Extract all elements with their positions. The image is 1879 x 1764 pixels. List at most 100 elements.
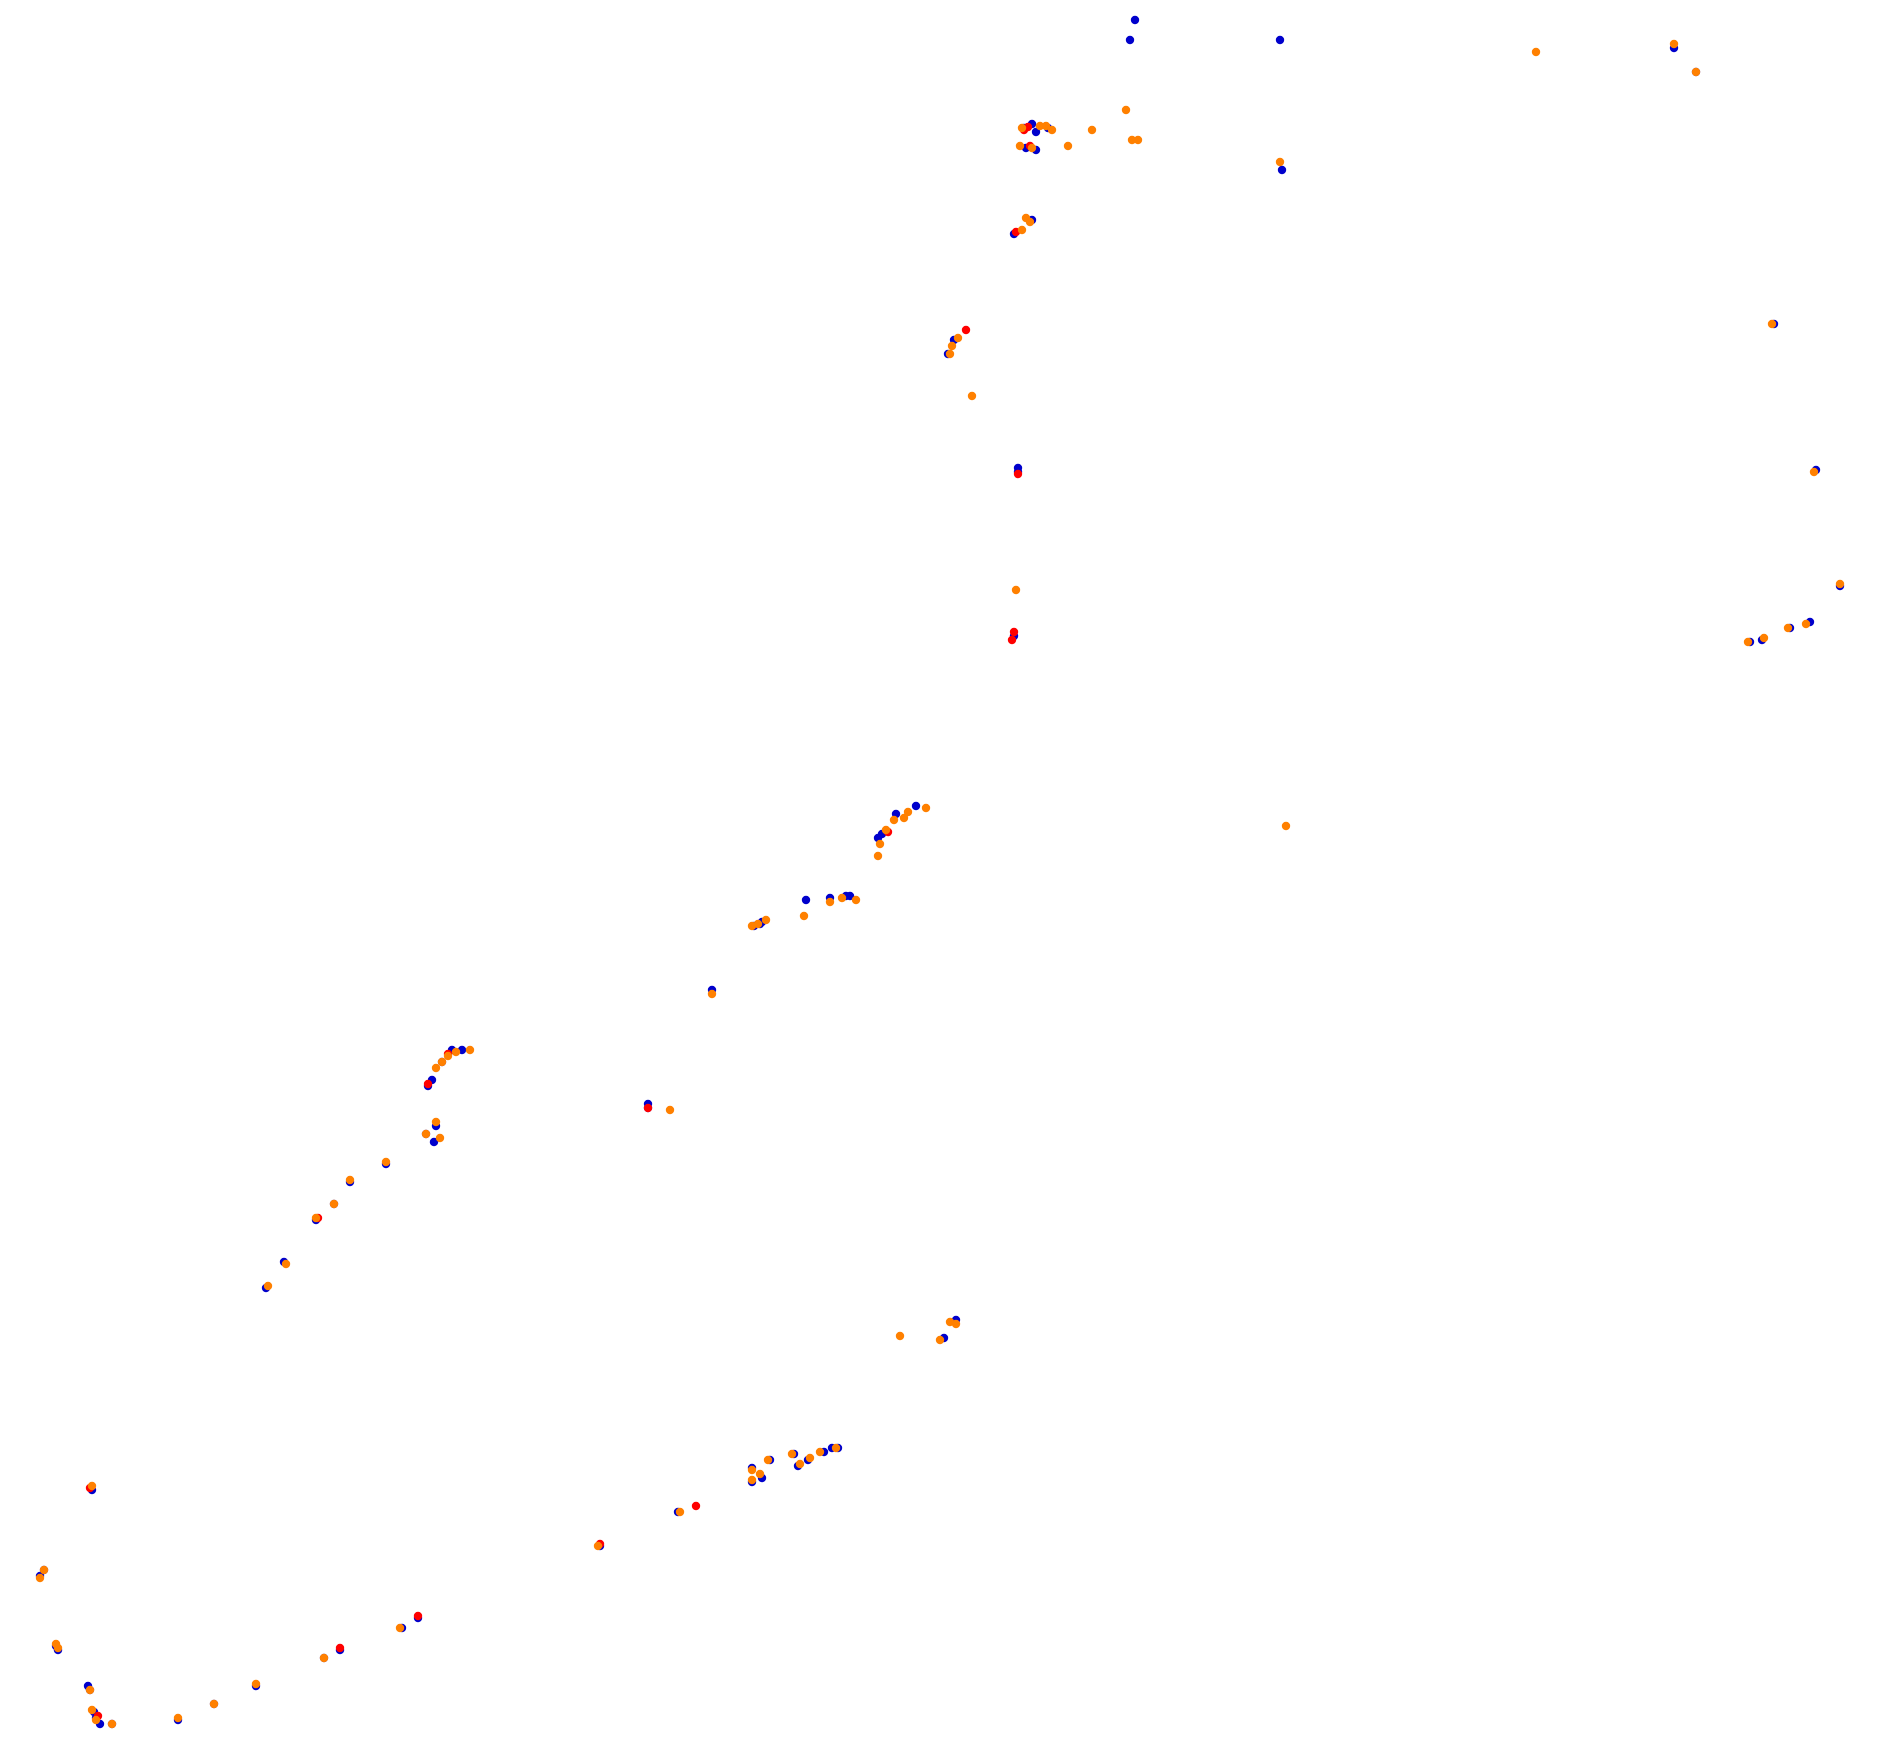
data-point (336, 1644, 344, 1652)
data-point (1018, 124, 1026, 132)
data-point (436, 1134, 444, 1142)
data-point (252, 1680, 260, 1688)
data-point (282, 1260, 290, 1268)
data-point (882, 826, 890, 834)
data-point (1064, 142, 1072, 150)
data-point (754, 920, 762, 928)
data-point (890, 816, 898, 824)
data-point (838, 894, 846, 902)
data-point (1010, 628, 1018, 636)
data-point (802, 896, 810, 904)
data-point (432, 1064, 440, 1072)
data-point (320, 1654, 328, 1662)
data-point (438, 1058, 446, 1066)
data-point (40, 1566, 48, 1574)
data-point (788, 1450, 796, 1458)
series-0 (36, 16, 1844, 1728)
data-point (1768, 320, 1776, 328)
data-point (832, 1444, 840, 1452)
series-layer (36, 16, 1844, 1728)
data-point (1026, 218, 1034, 226)
data-point (86, 1686, 94, 1694)
data-point (1810, 468, 1818, 476)
data-point (762, 916, 770, 924)
data-point (54, 1644, 62, 1652)
data-point (708, 990, 716, 998)
data-point (444, 1052, 452, 1060)
data-point (1282, 822, 1290, 830)
data-point (948, 342, 956, 350)
data-point (594, 1542, 602, 1550)
data-point (800, 912, 808, 920)
data-point (422, 1130, 430, 1138)
data-point (1028, 144, 1036, 152)
data-point (946, 350, 954, 358)
data-point (816, 1448, 824, 1456)
data-point (922, 804, 930, 812)
data-point (452, 1048, 460, 1056)
data-point (1276, 158, 1284, 166)
data-point (1008, 636, 1016, 644)
data-point (1016, 142, 1024, 150)
data-point (806, 1454, 814, 1462)
data-point (968, 392, 976, 400)
data-point (1128, 136, 1136, 144)
data-point (1744, 638, 1752, 646)
data-point (666, 1106, 674, 1114)
data-point (346, 1176, 354, 1184)
data-point (1276, 36, 1284, 44)
data-point (414, 1612, 422, 1620)
data-point (396, 1624, 404, 1632)
data-point (852, 896, 860, 904)
data-point (432, 1118, 440, 1126)
data-point (962, 326, 970, 334)
data-point (210, 1700, 218, 1708)
data-point (1692, 68, 1700, 76)
data-point (36, 1574, 44, 1582)
data-point (312, 1214, 320, 1222)
data-point (954, 334, 962, 342)
data-point (1014, 470, 1022, 478)
data-point (1012, 586, 1020, 594)
data-point (676, 1508, 684, 1516)
data-point (946, 1318, 954, 1326)
data-point (748, 1476, 756, 1484)
data-point (756, 1470, 764, 1478)
data-point (424, 1080, 432, 1088)
data-point (1784, 624, 1792, 632)
data-point (1278, 166, 1286, 174)
data-point (874, 852, 882, 860)
data-point (1670, 40, 1678, 48)
data-point (1532, 48, 1540, 56)
series-2 (36, 40, 1844, 1728)
data-point (1802, 620, 1810, 628)
data-point (174, 1714, 182, 1722)
data-point (764, 1456, 772, 1464)
series-1 (86, 123, 1034, 1720)
data-point (1760, 634, 1768, 642)
data-point (644, 1104, 652, 1112)
data-point (912, 802, 920, 810)
data-point (796, 1460, 804, 1468)
data-point (826, 898, 834, 906)
data-point (330, 1200, 338, 1208)
data-point (1131, 16, 1139, 24)
data-point (748, 1466, 756, 1474)
data-point (1836, 580, 1844, 588)
data-point (1122, 106, 1130, 114)
data-point (108, 1720, 116, 1728)
data-point (382, 1158, 390, 1166)
data-point (1018, 226, 1026, 234)
data-point (1126, 36, 1134, 44)
data-point (900, 814, 908, 822)
data-point (88, 1706, 96, 1714)
data-point (88, 1482, 96, 1490)
data-point (1048, 126, 1056, 134)
data-point (936, 1336, 944, 1344)
data-point (264, 1282, 272, 1290)
data-point (466, 1046, 474, 1054)
data-point (896, 1332, 904, 1340)
data-point (92, 1716, 100, 1724)
